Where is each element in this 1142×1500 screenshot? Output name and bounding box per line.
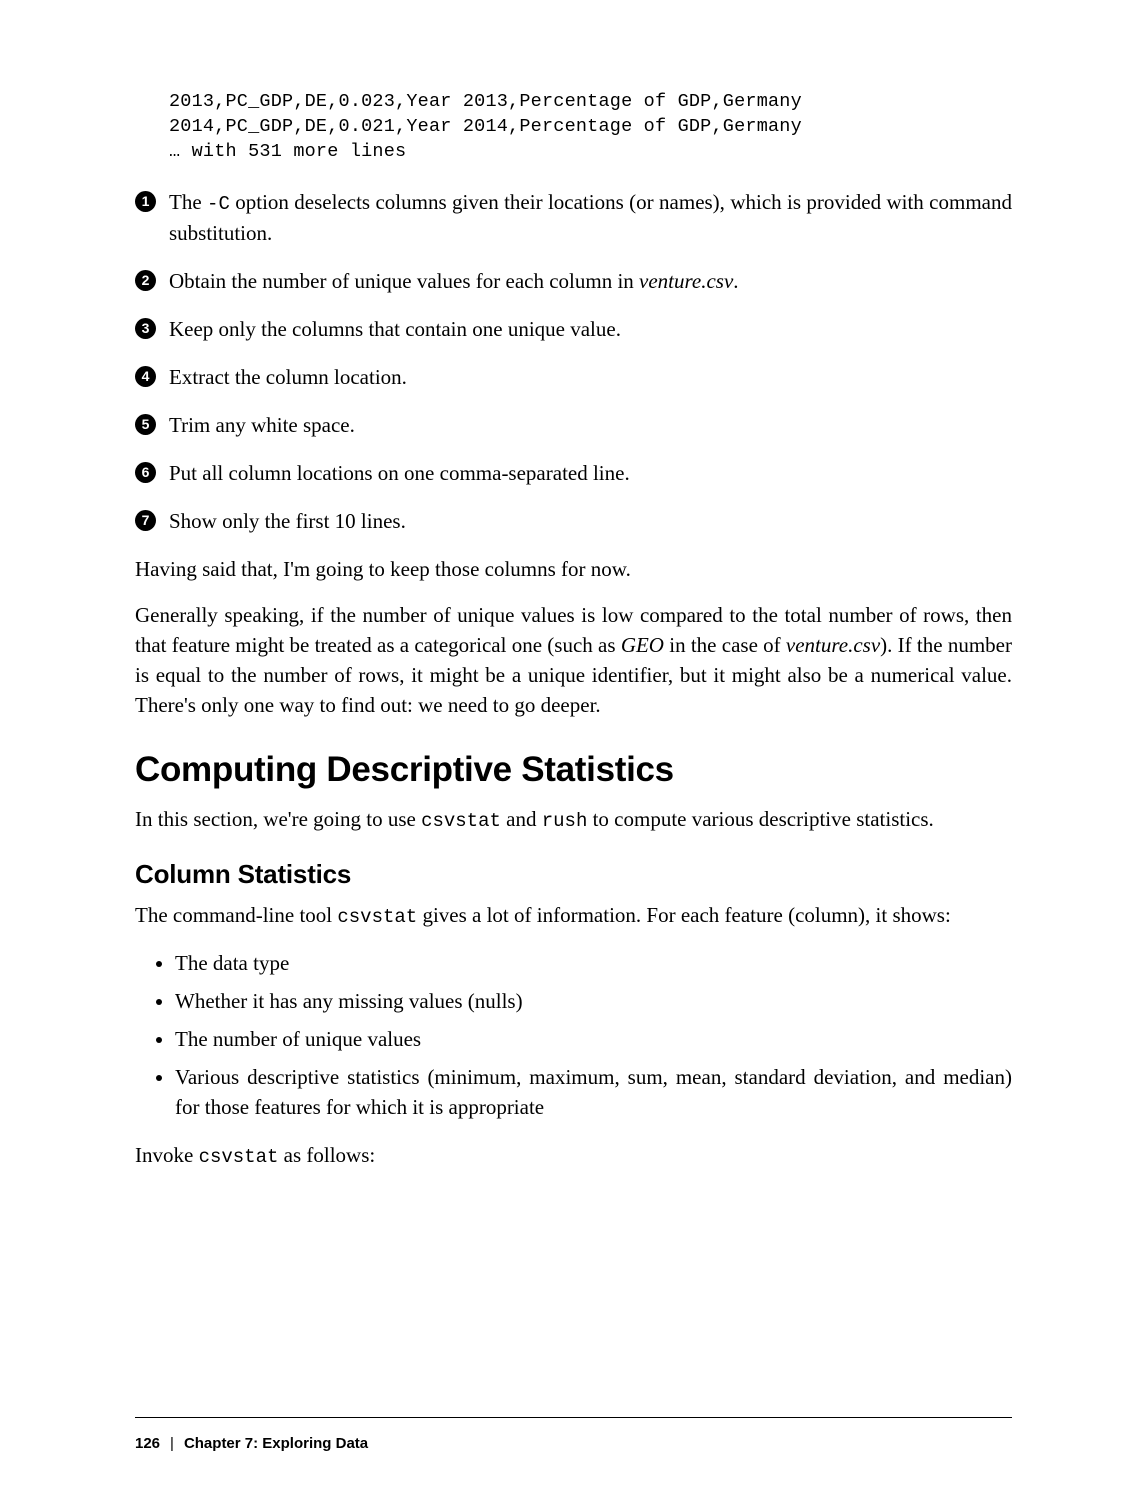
callout-item: 1 The -C option deselects columns given … [135, 187, 1012, 248]
footer-separator: | [170, 1435, 174, 1452]
bullet-list: The data type Whether it has any missing… [135, 948, 1012, 1122]
callout-item: 7 Show only the first 10 lines. [135, 506, 1012, 536]
callout-text: Put all column locations on one comma-se… [169, 458, 1012, 488]
callout-text: The -C option deselects columns given th… [169, 187, 1012, 248]
code-line: 2014,PC_GDP,DE,0.021,Year 2014,Percentag… [169, 116, 802, 137]
body-paragraph: Generally speaking, if the number of uni… [135, 600, 1012, 720]
code-line: … with 531 more lines [169, 141, 406, 162]
footer-rule [135, 1417, 1012, 1418]
callout-item: 5 Trim any white space. [135, 410, 1012, 440]
page-number: 126 [135, 1435, 160, 1452]
callout-text: Trim any white space. [169, 410, 1012, 440]
list-item: The data type [175, 948, 1012, 978]
list-item: Whether it has any missing values (nulls… [175, 986, 1012, 1016]
subsection-heading: Column Statistics [135, 859, 1012, 890]
callout-item: 3 Keep only the columns that contain one… [135, 314, 1012, 344]
body-paragraph: The command-line tool csvstat gives a lo… [135, 900, 1012, 931]
callout-number-icon: 4 [135, 362, 169, 390]
callout-number-icon: 3 [135, 314, 169, 342]
book-page: 2013,PC_GDP,DE,0.023,Year 2013,Percentag… [0, 0, 1142, 1500]
callout-text: Obtain the number of unique values for e… [169, 266, 1012, 296]
code-output: 2013,PC_GDP,DE,0.023,Year 2013,Percentag… [169, 90, 1012, 165]
callout-list: 1 The -C option deselects columns given … [135, 187, 1012, 536]
callout-text: Show only the first 10 lines. [169, 506, 1012, 536]
page-footer: 126 | Chapter 7: Exploring Data [135, 1435, 368, 1452]
list-item: Various descriptive statistics (minimum,… [175, 1062, 1012, 1122]
callout-item: 6 Put all column locations on one comma-… [135, 458, 1012, 488]
callout-item: 2 Obtain the number of unique values for… [135, 266, 1012, 296]
body-paragraph: Invoke csvstat as follows: [135, 1140, 1012, 1171]
callout-text: Extract the column location. [169, 362, 1012, 392]
callout-number-icon: 5 [135, 410, 169, 438]
list-item: The number of unique values [175, 1024, 1012, 1054]
callout-number-icon: 6 [135, 458, 169, 486]
callout-item: 4 Extract the column location. [135, 362, 1012, 392]
callout-number-icon: 1 [135, 187, 169, 215]
callout-text: Keep only the columns that contain one u… [169, 314, 1012, 344]
body-paragraph: In this section, we're going to use csvs… [135, 804, 1012, 835]
body-paragraph: Having said that, I'm going to keep thos… [135, 554, 1012, 584]
callout-number-icon: 2 [135, 266, 169, 294]
code-line: 2013,PC_GDP,DE,0.023,Year 2013,Percentag… [169, 91, 802, 112]
section-heading: Computing Descriptive Statistics [135, 750, 1012, 790]
callout-number-icon: 7 [135, 506, 169, 534]
chapter-label: Chapter 7: Exploring Data [184, 1435, 368, 1452]
